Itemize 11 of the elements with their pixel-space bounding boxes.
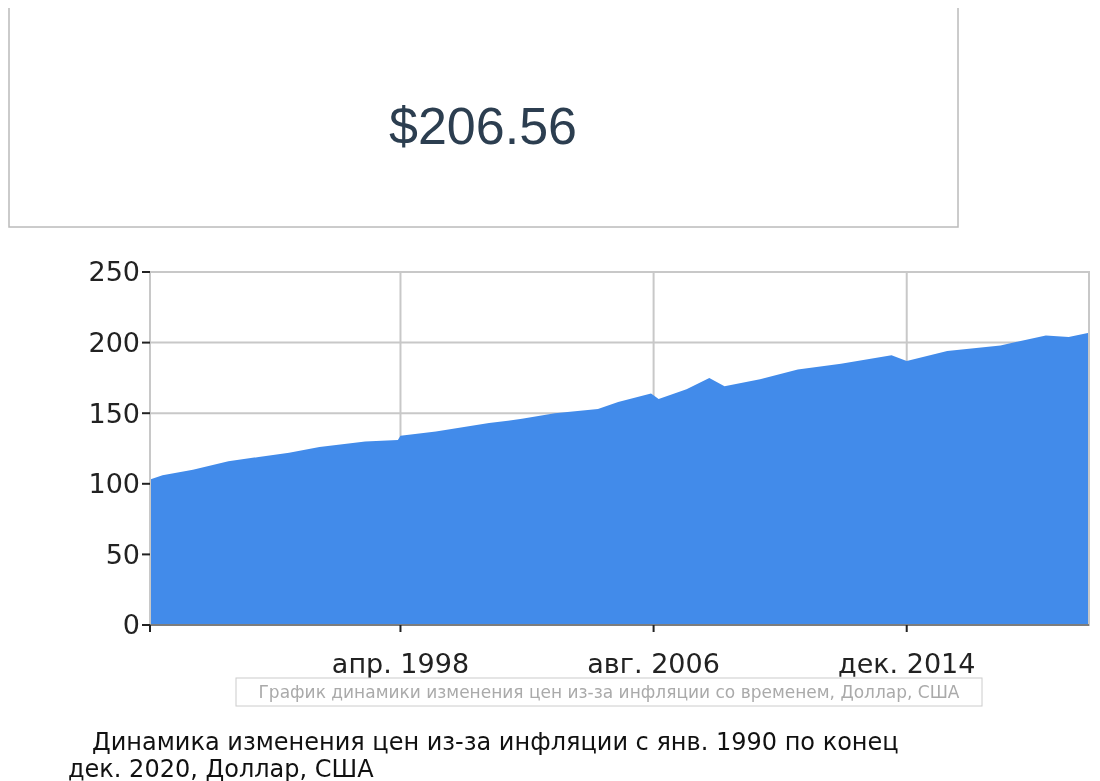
x-tick-label: апр. 1998 — [331, 648, 470, 679]
y-tick-label: 100 — [88, 468, 140, 500]
x-tick-label: дек. 2014 — [837, 648, 976, 679]
y-tick-label: 50 — [105, 538, 140, 570]
text: График динамики изменения цен из-за инфляции со временем, Доллар, США — [258, 682, 960, 702]
y-tick-label: 0 — [122, 609, 140, 641]
y-tick-label: 250 — [88, 256, 140, 288]
y-tick-label: 200 — [88, 327, 140, 359]
x-tick-label: авг. 2006 — [587, 648, 720, 679]
text: $206.56 — [389, 97, 577, 155]
y-tick-label: 150 — [88, 397, 140, 429]
